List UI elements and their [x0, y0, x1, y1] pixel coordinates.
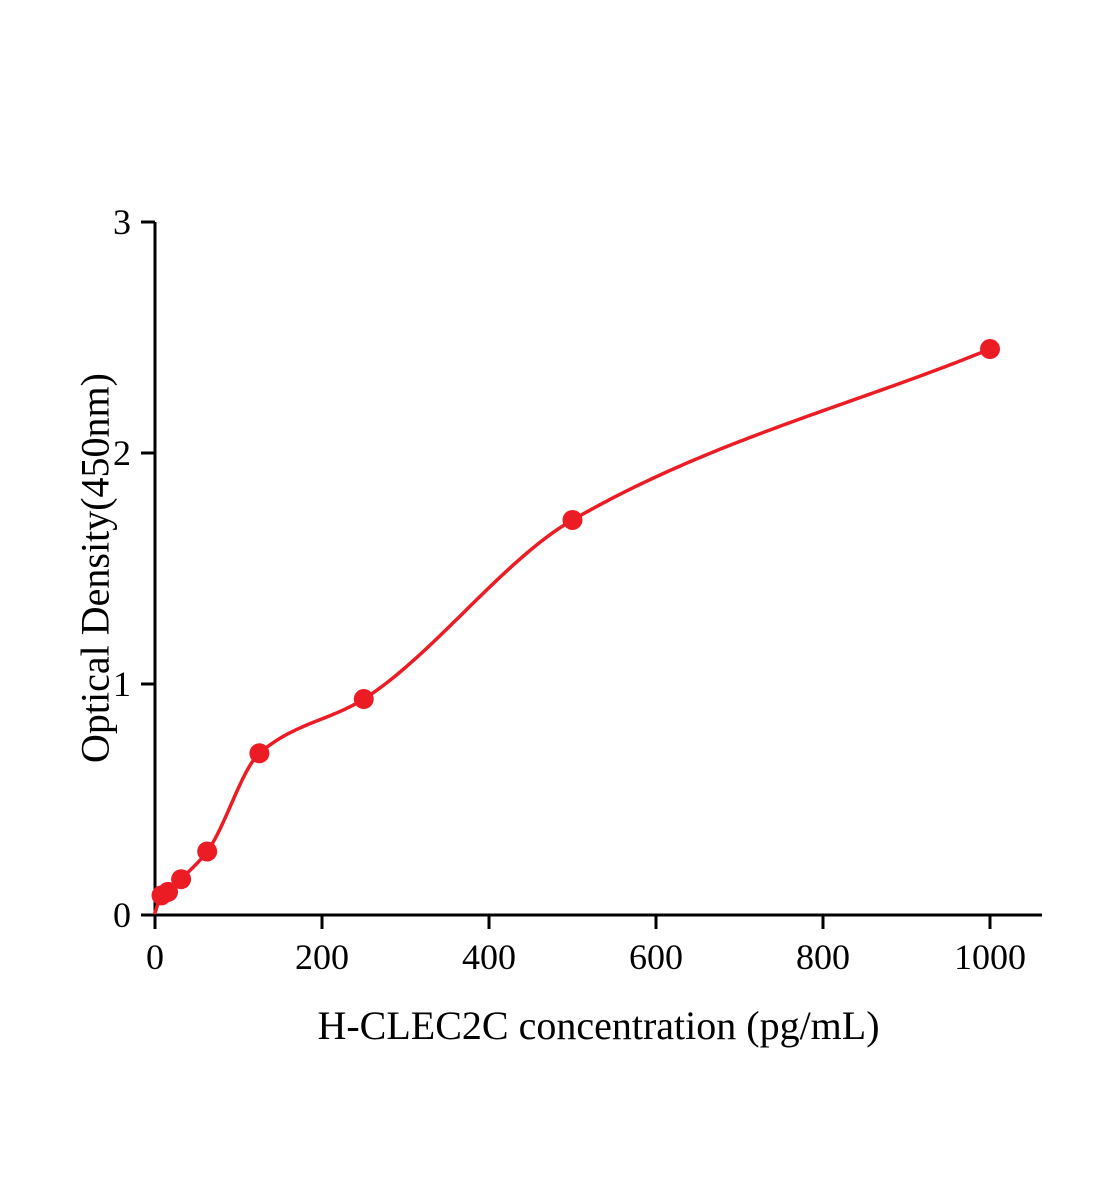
y-tick-label: 1 [113, 664, 131, 704]
data-point [171, 869, 192, 890]
data-point [980, 339, 1000, 360]
x-tick-label: 400 [462, 937, 516, 977]
data-point [562, 509, 583, 530]
x-tick-label: 200 [295, 937, 349, 977]
axes [153, 222, 1042, 917]
y-tick-label: 0 [113, 895, 131, 935]
x-tick-label: 0 [146, 937, 164, 977]
y-axis-title: Optical Density(450nm) [72, 373, 118, 763]
data-point [353, 689, 374, 710]
fitted-curve [153, 347, 992, 915]
x-tick-label: 600 [629, 937, 683, 977]
data-point [197, 841, 218, 862]
data-point [158, 881, 179, 902]
data-point [249, 743, 270, 764]
y-tick-label: 3 [113, 202, 131, 242]
x-tick-label: 800 [796, 937, 850, 977]
y-tick-label: 2 [113, 433, 131, 473]
x-axis-title: H-CLEC2C concentration (pg/mL) [317, 1003, 880, 1048]
x-tick-label: 1000 [954, 937, 1026, 977]
